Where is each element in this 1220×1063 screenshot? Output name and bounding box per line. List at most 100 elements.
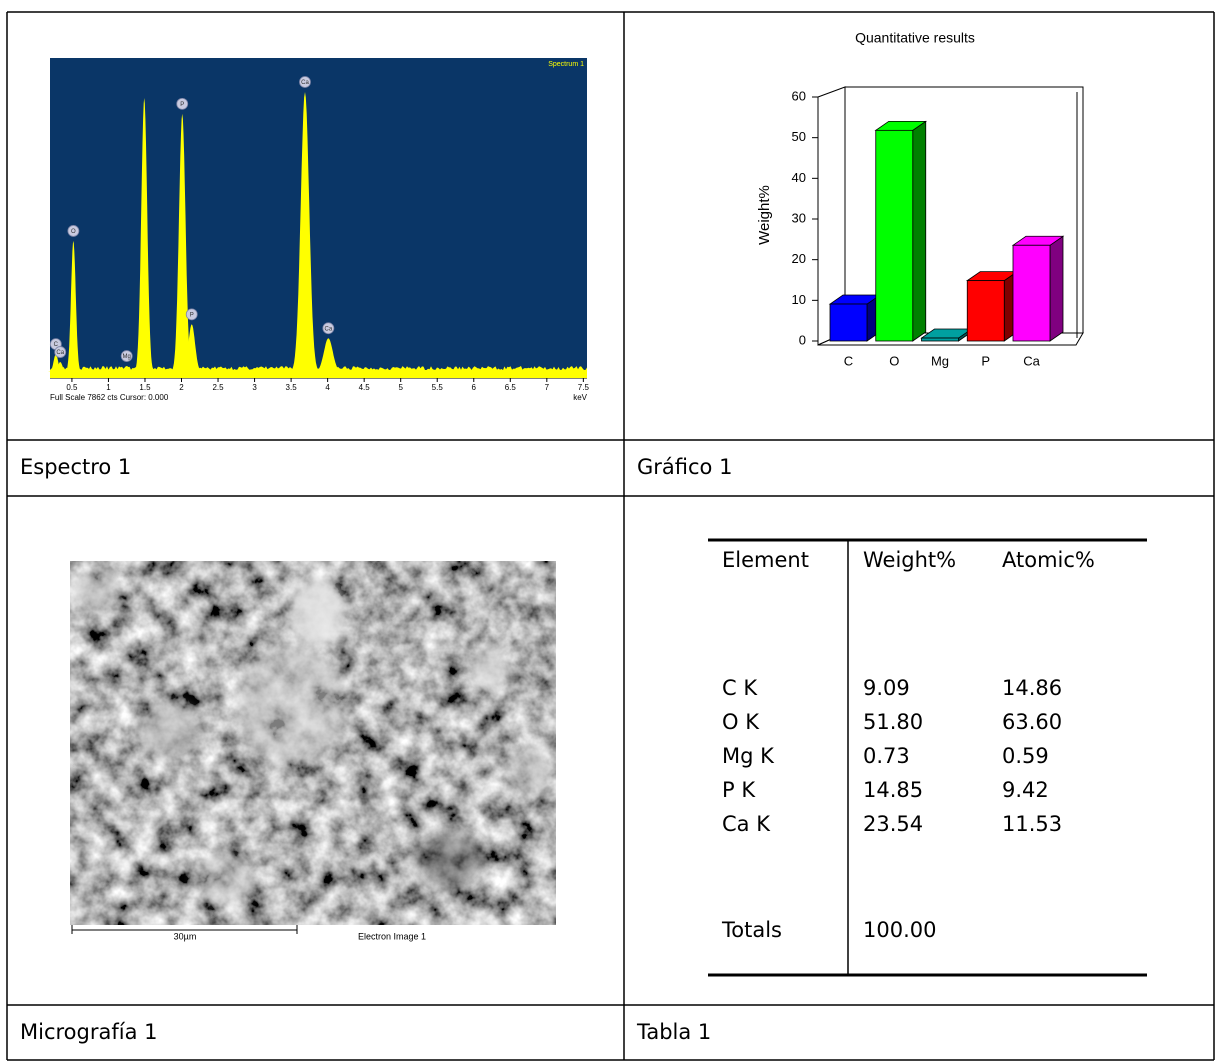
- particle: [140, 702, 200, 758]
- caption: Micrografía 1: [20, 1020, 157, 1044]
- y-tick-label: 40: [792, 170, 806, 185]
- caption: Tabla 1: [636, 1020, 711, 1044]
- spectrum-peak: [310, 338, 346, 372]
- scale-label: 30µm: [174, 931, 197, 941]
- table-cell: 0.59: [1002, 744, 1049, 768]
- peak-label: O: [71, 229, 76, 235]
- peak-label: C: [54, 342, 59, 348]
- x-tick-label: 6: [472, 383, 477, 392]
- y-tick-label: 60: [792, 88, 806, 103]
- particle: [415, 830, 485, 890]
- table-cell: 0.73: [863, 744, 910, 768]
- x-tick-label: 3: [252, 383, 257, 392]
- spectrum-unit: keV: [573, 393, 587, 402]
- x-tick-label: 6.5: [505, 383, 517, 392]
- peak-marker: [185, 308, 198, 321]
- peak-label: Ca: [325, 326, 333, 332]
- spectrum-peak: [178, 324, 205, 372]
- table-cell: 51.80: [863, 710, 923, 734]
- spectrum-plot: [50, 58, 587, 378]
- caption: Gráfico 1: [637, 455, 732, 479]
- x-tick-label: 1.5: [139, 383, 151, 392]
- x-tick-label: 7.5: [578, 383, 590, 392]
- x-tick-label: 3.5: [286, 383, 298, 392]
- micrograph: 30µm Electron Image 1: [70, 561, 556, 941]
- y-tick-label: 50: [792, 129, 806, 144]
- peak-label: Ca: [56, 350, 64, 356]
- x-tick-label: 5.5: [432, 383, 444, 392]
- y-tick-label: 10: [792, 292, 806, 307]
- peak-marker: [67, 225, 80, 237]
- x-tick-label: C: [844, 353, 853, 368]
- bar-side: [1049, 235, 1064, 342]
- table-cell: 14.85: [863, 778, 923, 802]
- table-cell: 14.86: [1002, 676, 1062, 700]
- y-axis-label: Weight%: [756, 185, 773, 245]
- spectrum-peak: [64, 240, 83, 372]
- x-tick-label: 4.5: [359, 383, 371, 392]
- spectrum-peak: [47, 354, 65, 372]
- spectrum-label: Spectrum 1: [548, 61, 584, 68]
- bar-side: [912, 120, 927, 342]
- x-tick-label: O: [889, 353, 899, 368]
- table-cell: C K: [722, 676, 758, 700]
- spectrum: Spectrum 1 Full Scale 7862 cts Cursor: 0…: [47, 58, 589, 402]
- table-cell: 23.54: [863, 812, 923, 836]
- x-tick-label: 7: [545, 383, 550, 392]
- x-tick-label: 1: [106, 383, 111, 392]
- table-cell: 9.09: [863, 676, 910, 700]
- y-tick-label: 30: [792, 210, 806, 225]
- peak-marker: [54, 346, 67, 358]
- x-tick-label: 2: [179, 383, 184, 392]
- table-cell: 11.53: [1002, 812, 1062, 836]
- x-tick-label: 2.5: [212, 383, 224, 392]
- table-cell: P K: [722, 778, 756, 802]
- particle: [510, 745, 550, 795]
- x-tick-label: 4: [325, 383, 330, 392]
- bar: [1012, 244, 1051, 342]
- x-tick-label: Ca: [1023, 353, 1040, 368]
- particle: [290, 577, 346, 647]
- peak-label: P: [180, 102, 184, 108]
- caption: Espectro 1: [20, 455, 131, 479]
- table-cell: 9.42: [1002, 778, 1049, 802]
- spectrum-peak: [51, 362, 70, 372]
- x-tick-label: Mg: [931, 353, 949, 368]
- spectrum-peak: [132, 98, 156, 372]
- peak-label: P: [190, 312, 194, 318]
- spectrum-peak: [288, 92, 322, 372]
- results-table: Element Weight% Atomic% C K 9.09 14.86 O K 51.8…: [708, 538, 1147, 977]
- image-label: Electron Image 1: [358, 931, 426, 941]
- particle: [70, 570, 120, 610]
- table-total: 100.00: [863, 918, 936, 942]
- spectrum-footer: Full Scale 7862 cts Cursor: 0.000: [50, 393, 169, 402]
- bar: [966, 280, 1005, 342]
- bar: [875, 129, 914, 342]
- particle: [237, 645, 347, 765]
- peak-marker: [176, 97, 189, 110]
- layout-grid: [6, 11, 1215, 1061]
- x-tick-label: P: [981, 353, 990, 368]
- table-header: Weight%: [863, 548, 956, 572]
- y-tick-label: 0: [799, 332, 806, 347]
- peak-marker: [299, 76, 311, 88]
- bar: [829, 303, 868, 342]
- particles: [70, 570, 550, 905]
- table-total: Totals: [721, 918, 782, 942]
- x-tick-label: 5: [398, 383, 403, 392]
- table-cell: Ca K: [722, 812, 771, 836]
- table-cell: Mg K: [722, 744, 775, 768]
- table-cell: 63.60: [1002, 710, 1062, 734]
- y-tick-label: 20: [792, 251, 806, 266]
- table-header: Element: [722, 548, 809, 572]
- table-header: Atomic%: [1002, 548, 1095, 572]
- bar-chart: Quantitative results Weight% 0 10 20 30 40 50…: [756, 30, 1084, 368]
- spectrum-peak: [115, 366, 138, 372]
- chart-title: Quantitative results: [855, 30, 975, 46]
- x-tick-label: 0.5: [66, 383, 78, 392]
- peak-marker: [322, 322, 335, 335]
- spectrum-peak: [169, 113, 196, 373]
- peak-label: Ca: [301, 80, 309, 86]
- peak-label: Mg: [123, 354, 131, 360]
